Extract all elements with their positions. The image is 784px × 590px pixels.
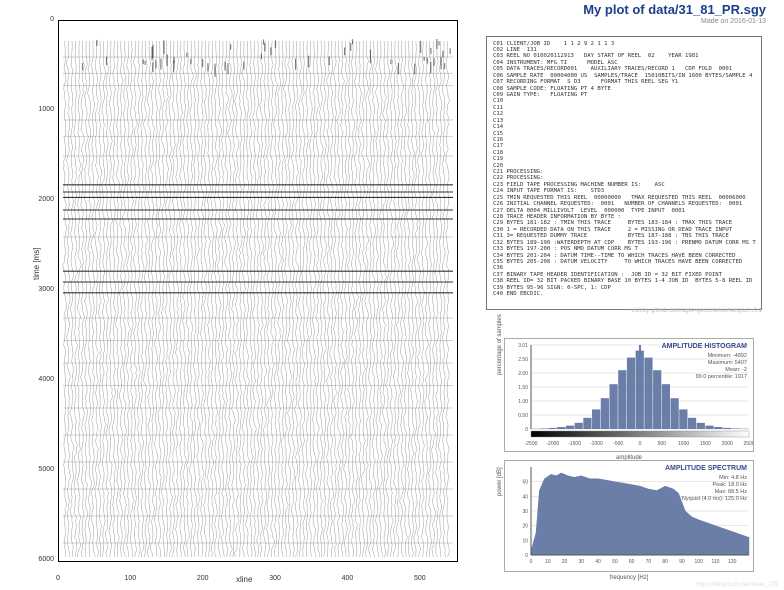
svg-text:0: 0 <box>525 427 528 433</box>
figure-root: My plot of data/31_81_PR.sgy Made on 201… <box>0 0 784 590</box>
svg-text:1.50: 1.50 <box>518 385 528 391</box>
seismic-svg <box>59 21 457 561</box>
svg-text:70: 70 <box>646 559 652 565</box>
page-title: My plot of data/31_81_PR.sgy <box>583 2 766 17</box>
svg-text:110: 110 <box>711 559 719 565</box>
histogram-stats: Minimum: -4892Maximum: 5407Mean: -299.0 … <box>696 353 747 381</box>
amplitude-histogram: 0 0.50 1.00 1.50 2.00 2.50 3.01 -2500 -2000 -1500… <box>504 338 754 452</box>
svg-text:0: 0 <box>530 559 533 565</box>
svg-text:-1500: -1500 <box>568 441 581 447</box>
svg-text:1.00: 1.00 <box>518 399 528 405</box>
seismic-ylabel: time [ms] <box>32 248 41 280</box>
spectrum-title: AMPLITUDE SPECTRUM <box>665 465 747 472</box>
svg-text:40: 40 <box>595 559 601 565</box>
svg-text:2500: 2500 <box>743 441 753 447</box>
svg-text:10: 10 <box>522 538 528 544</box>
histogram-title: AMPLITUDE HISTOGRAM <box>662 343 747 350</box>
svg-text:80: 80 <box>662 559 668 565</box>
histogram-ylabel: percentage of samples <box>497 314 503 375</box>
segy-textual-header: C01 CLIENT/JOB ID 1 1 2 9 2 1 1 3 C02 LI… <box>486 36 762 310</box>
svg-text:0.50: 0.50 <box>518 413 528 419</box>
svg-text:90: 90 <box>679 559 685 565</box>
svg-text:40: 40 <box>522 494 528 500</box>
credit-line: visit by github.com/agile-geoscience/sei… <box>486 308 762 314</box>
svg-text:10: 10 <box>545 559 551 565</box>
svg-text:50: 50 <box>612 559 618 565</box>
watermark: https://blog.csdn.net/miao_279 <box>696 582 778 588</box>
svg-text:120: 120 <box>728 559 737 565</box>
svg-text:500: 500 <box>658 441 667 447</box>
spectrum-stats: Min: 4.8 HzPeak: 18.0 HzMax: 88.5 HzNyqu… <box>682 475 747 503</box>
page-subtitle: Made on 2016-01-13 <box>701 18 766 25</box>
amplitude-spectrum: 010203040500102030405060708090100110120 … <box>504 460 754 572</box>
svg-text:20: 20 <box>522 524 528 530</box>
svg-text:60: 60 <box>629 559 635 565</box>
svg-text:2000: 2000 <box>722 441 733 447</box>
svg-text:-1000: -1000 <box>590 441 603 447</box>
svg-text:1000: 1000 <box>678 441 689 447</box>
svg-text:2.50: 2.50 <box>518 357 528 363</box>
svg-text:-2500: -2500 <box>525 441 538 447</box>
svg-text:2.00: 2.00 <box>518 371 528 377</box>
spectrum-xlabel: frequency [Hz] <box>610 575 649 581</box>
svg-text:-500: -500 <box>613 441 623 447</box>
seismic-xlabel: xline <box>236 575 252 584</box>
svg-text:100: 100 <box>695 559 704 565</box>
svg-text:30: 30 <box>522 509 528 515</box>
spectrum-ylabel: power [dB] <box>497 467 503 496</box>
svg-text:-2000: -2000 <box>546 441 559 447</box>
seismic-panel: time [ms] 0100020003000400050006000 0100… <box>36 20 456 572</box>
svg-text:0: 0 <box>525 553 528 559</box>
svg-text:20: 20 <box>562 559 568 565</box>
svg-text:3.01: 3.01 <box>518 343 528 349</box>
svg-text:0: 0 <box>639 441 642 447</box>
svg-text:1500: 1500 <box>700 441 711 447</box>
seismic-plot <box>58 20 458 562</box>
svg-text:50: 50 <box>522 480 528 486</box>
svg-text:30: 30 <box>579 559 585 565</box>
